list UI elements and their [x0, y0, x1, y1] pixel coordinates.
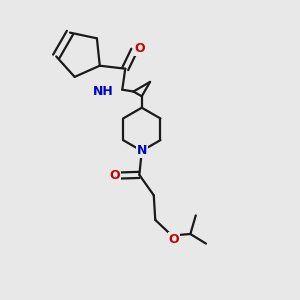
Text: O: O	[134, 42, 145, 56]
Text: NH: NH	[92, 85, 113, 98]
Text: N: N	[136, 144, 147, 158]
Text: O: O	[168, 232, 179, 246]
Text: O: O	[109, 169, 120, 182]
